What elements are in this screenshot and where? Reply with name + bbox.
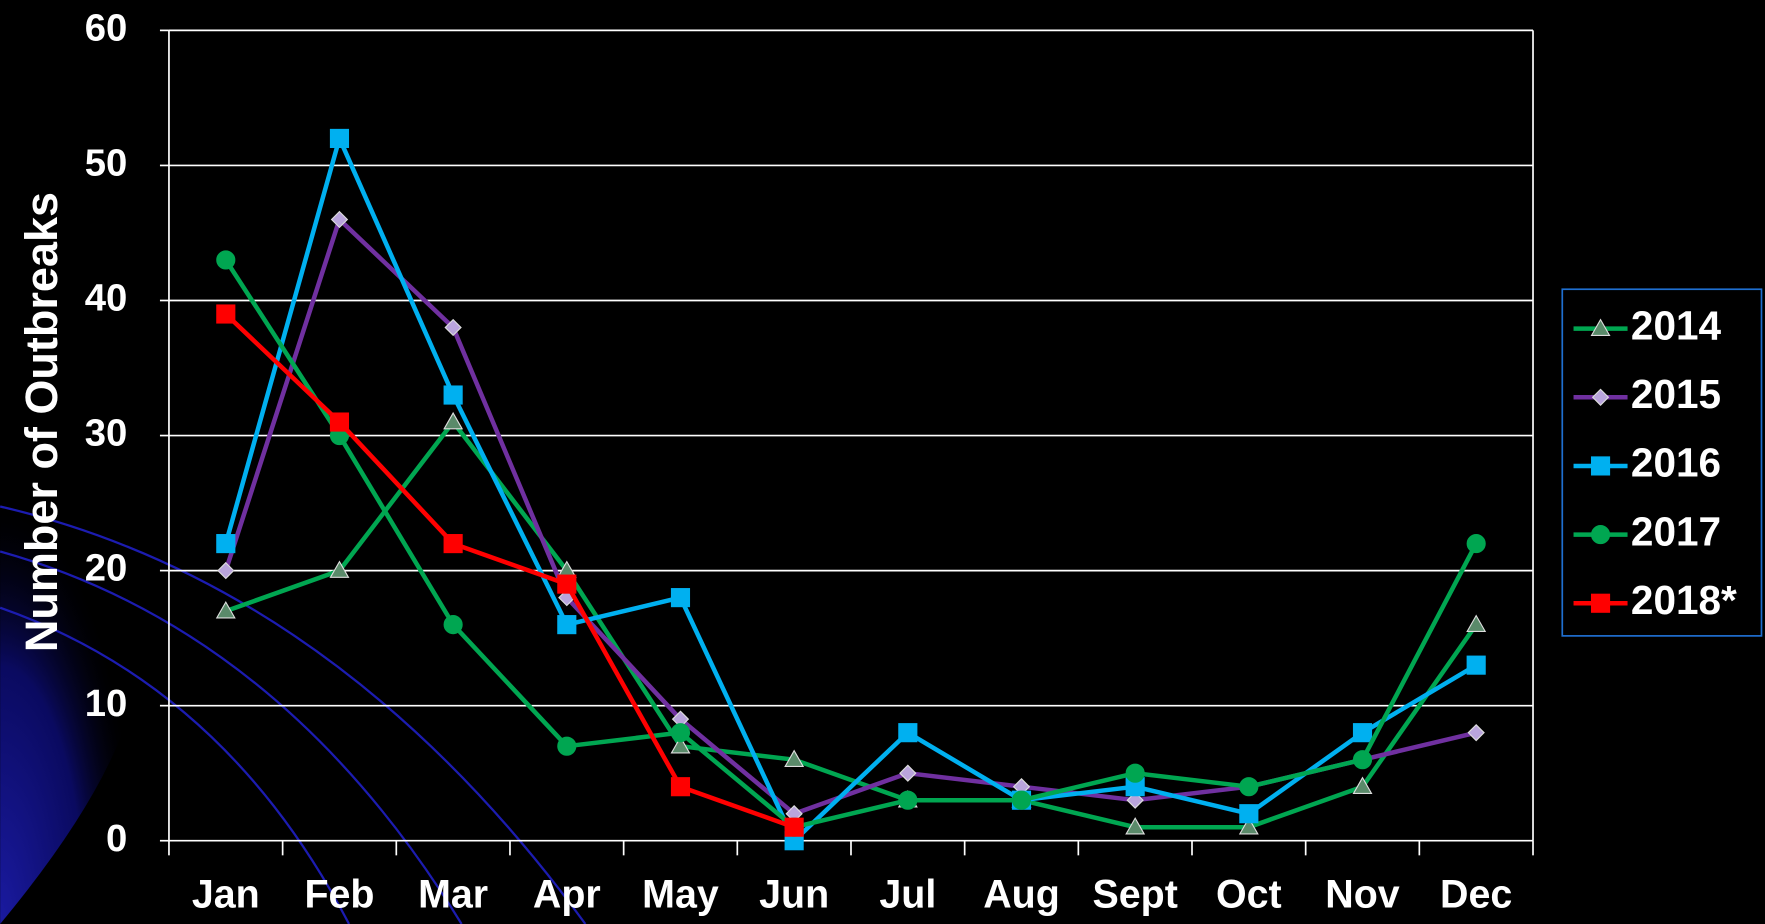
legend-label: 2015 <box>1631 371 1721 417</box>
x-tick-label: Jul <box>879 872 936 916</box>
data-point <box>444 616 462 634</box>
data-point <box>1240 805 1258 823</box>
data-point <box>899 791 917 809</box>
data-point <box>1354 724 1372 742</box>
y-tick-label: 0 <box>106 817 127 860</box>
data-point <box>558 575 576 593</box>
y-tick-label: 20 <box>85 547 128 590</box>
y-tick-label: 60 <box>85 6 128 49</box>
legend-label: 2016 <box>1631 440 1721 486</box>
data-point <box>330 413 348 431</box>
data-point <box>558 616 576 634</box>
data-point <box>671 724 689 742</box>
data-point <box>1240 778 1258 796</box>
data-point <box>1467 535 1485 553</box>
data-point <box>1126 764 1144 782</box>
data-point <box>671 589 689 607</box>
y-axis-label: Number of Outbreaks <box>16 192 67 652</box>
data-point <box>785 818 803 836</box>
data-point <box>217 305 235 323</box>
chart: Number of Outbreaks 0 10 20 30 40 50 60 Jan Feb M… <box>0 0 1765 924</box>
x-tick-label: May <box>642 872 719 916</box>
x-tick-label: Feb <box>304 872 374 916</box>
y-tick-label: 40 <box>85 277 128 320</box>
y-tick-label: 10 <box>85 682 128 725</box>
data-point <box>671 778 689 796</box>
data-point <box>444 386 462 404</box>
x-tick-label: Oct <box>1216 872 1282 916</box>
x-tick-label: Nov <box>1325 872 1399 916</box>
page: {"chart_data": { "type": "line", "y_labe… <box>0 0 1765 924</box>
x-tick-label: Dec <box>1440 872 1512 916</box>
x-tick-label: Jun <box>759 872 829 916</box>
y-tick-label: 50 <box>85 142 128 185</box>
x-tick-label: Sept <box>1093 872 1178 916</box>
x-tick-label: Aug <box>983 872 1060 916</box>
data-point <box>558 737 576 755</box>
data-point <box>899 724 917 742</box>
data-point <box>1012 791 1030 809</box>
data-point <box>217 535 235 553</box>
legend-marker <box>1592 526 1610 544</box>
data-point <box>1467 656 1485 674</box>
data-point <box>217 251 235 269</box>
data-point <box>1354 751 1372 769</box>
legend-marker <box>1592 457 1610 475</box>
x-tick-label: Mar <box>418 872 488 916</box>
background <box>0 0 1765 924</box>
legend-marker <box>1592 594 1610 612</box>
legend-label: 2018* <box>1631 577 1737 623</box>
legend-label: 2017 <box>1631 508 1721 554</box>
data-point <box>330 129 348 147</box>
legend-label: 2014 <box>1631 302 1722 348</box>
x-tick-label: Jan <box>192 872 260 916</box>
data-point <box>444 535 462 553</box>
y-tick-label: 30 <box>85 412 128 455</box>
x-tick-label: Apr <box>533 872 601 916</box>
